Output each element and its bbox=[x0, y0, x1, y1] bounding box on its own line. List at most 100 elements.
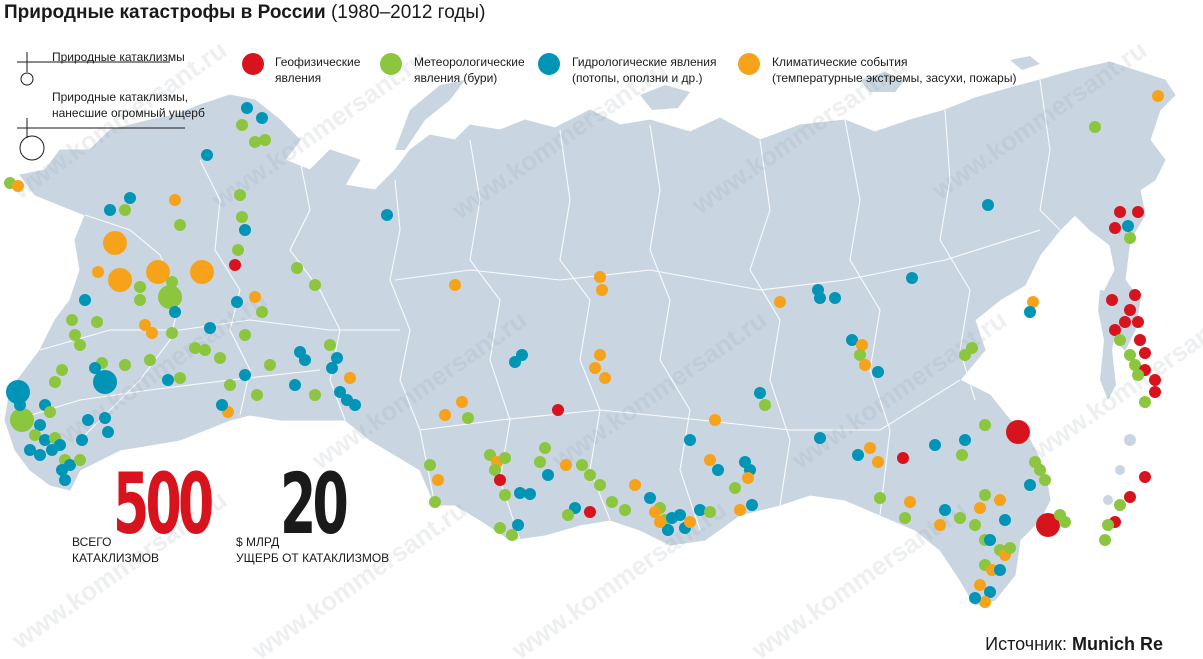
legend-climatic-1: Климатические события bbox=[772, 55, 908, 69]
disaster-marker-hyd bbox=[39, 434, 51, 446]
disaster-marker-cli bbox=[169, 194, 181, 206]
disaster-marker-cli bbox=[994, 494, 1006, 506]
disaster-marker-met bbox=[56, 364, 68, 376]
disaster-marker-met bbox=[236, 211, 248, 223]
disaster-marker-cli bbox=[92, 266, 104, 278]
disaster-marker-met bbox=[189, 342, 201, 354]
disaster-marker-hyd bbox=[93, 370, 117, 394]
legend-hydrological-1: Гидрологические явления bbox=[572, 55, 717, 69]
size-legend-large-label-1: Природные катаклизмы, bbox=[52, 90, 189, 104]
disaster-marker-hyd bbox=[104, 204, 116, 216]
disaster-marker-hyd bbox=[872, 366, 884, 378]
disaster-marker-met bbox=[44, 406, 56, 418]
disaster-marker-met bbox=[29, 429, 41, 441]
disaster-marker-hyd bbox=[999, 514, 1011, 526]
title-main: Природные катастрофы в России bbox=[4, 2, 326, 23]
disaster-marker-met bbox=[619, 504, 631, 516]
size-legend-small-label: Природные катаклизмы bbox=[52, 50, 185, 64]
disaster-marker-cli bbox=[146, 260, 170, 284]
disaster-marker-met bbox=[1039, 474, 1051, 486]
legend-climatic-2: (температурные экстремы, засухи, пожары) bbox=[772, 71, 1017, 85]
disaster-marker-cli bbox=[709, 414, 721, 426]
disaster-marker-geo bbox=[584, 506, 596, 518]
disaster-marker-cli bbox=[872, 456, 884, 468]
disaster-marker-hyd bbox=[814, 292, 826, 304]
disaster-marker-hyd bbox=[102, 426, 114, 438]
size-legend-symbols bbox=[17, 52, 185, 161]
disaster-marker-hyd bbox=[984, 534, 996, 546]
disaster-marker-geo bbox=[552, 404, 564, 416]
disaster-marker-cli bbox=[599, 372, 611, 384]
disaster-marker-geo bbox=[1124, 491, 1136, 503]
watermark: www.kommersant.ru bbox=[745, 494, 972, 659]
disaster-marker-hyd bbox=[79, 294, 91, 306]
disaster-marker-met bbox=[1114, 334, 1126, 346]
disaster-marker-met bbox=[74, 454, 86, 466]
disaster-marker-hyd bbox=[216, 399, 228, 411]
disaster-marker-hyd bbox=[82, 414, 94, 426]
disaster-marker-geo bbox=[1149, 386, 1161, 398]
disaster-marker-met bbox=[1004, 542, 1016, 554]
disaster-marker-met bbox=[309, 279, 321, 291]
disaster-marker-hyd bbox=[754, 387, 766, 399]
disaster-marker-met bbox=[1059, 516, 1071, 528]
disaster-marker-met bbox=[494, 522, 506, 534]
disaster-marker-hyd bbox=[814, 432, 826, 444]
disaster-marker-geo bbox=[494, 474, 506, 486]
disaster-marker-hyd bbox=[241, 102, 253, 114]
disaster-marker-met bbox=[1099, 534, 1111, 546]
disaster-marker-cli bbox=[684, 516, 696, 528]
disaster-marker-cli bbox=[649, 506, 661, 518]
disaster-marker-met bbox=[158, 285, 182, 309]
novosibirsk-islands bbox=[860, 72, 905, 92]
disaster-marker-met bbox=[66, 314, 78, 326]
disaster-marker-met bbox=[959, 349, 971, 361]
disaster-marker-hyd bbox=[509, 356, 521, 368]
disaster-marker-geo bbox=[1036, 513, 1060, 537]
disaster-marker-met bbox=[429, 496, 441, 508]
disaster-marker-hyd bbox=[334, 386, 346, 398]
disaster-marker-geo bbox=[1006, 420, 1030, 444]
disaster-marker-geo bbox=[1132, 206, 1144, 218]
disaster-marker-met bbox=[174, 219, 186, 231]
disaster-marker-cli bbox=[1027, 296, 1039, 308]
disaster-marker-met bbox=[1139, 396, 1151, 408]
disaster-marker-met bbox=[576, 459, 588, 471]
disaster-marker-met bbox=[134, 281, 146, 293]
disaster-marker-hyd bbox=[201, 149, 213, 161]
disaster-marker-met bbox=[729, 482, 741, 494]
disaster-marker-met bbox=[499, 452, 511, 464]
disaster-marker-cli bbox=[629, 479, 641, 491]
disaster-marker-met bbox=[606, 496, 618, 508]
disaster-marker-met bbox=[539, 442, 551, 454]
disaster-marker-met bbox=[264, 359, 276, 371]
disaster-marker-met bbox=[969, 519, 981, 531]
disaster-marker-geo bbox=[1134, 334, 1146, 346]
disaster-marker-hyd bbox=[1122, 220, 1134, 232]
disaster-marker-hyd bbox=[982, 199, 994, 211]
disaster-marker-met bbox=[256, 306, 268, 318]
disaster-markers bbox=[4, 90, 1164, 608]
disaster-marker-cli bbox=[864, 442, 876, 454]
source-prefix: Источник: bbox=[985, 634, 1067, 654]
disaster-marker-hyd bbox=[712, 464, 724, 476]
legend-dot-climatic bbox=[738, 53, 760, 75]
disaster-marker-hyd bbox=[959, 434, 971, 446]
disaster-marker-geo bbox=[1149, 374, 1161, 386]
disaster-marker-met bbox=[979, 419, 991, 431]
disaster-marker-hyd bbox=[662, 524, 674, 536]
disaster-marker-hyd bbox=[852, 449, 864, 461]
disaster-marker-met bbox=[49, 376, 61, 388]
total-disasters-label-1: ВСЕГО bbox=[72, 535, 112, 549]
disaster-marker-met bbox=[214, 352, 226, 364]
disaster-marker-met bbox=[1089, 121, 1101, 133]
disaster-marker-hyd bbox=[89, 362, 101, 374]
disaster-marker-cli bbox=[742, 472, 754, 484]
disaster-marker-cli bbox=[249, 291, 261, 303]
disaster-marker-hyd bbox=[231, 296, 243, 308]
russia-landmass bbox=[4, 61, 1176, 606]
disaster-marker-cli bbox=[594, 349, 606, 361]
disaster-marker-hyd bbox=[846, 334, 858, 346]
disaster-marker-hyd bbox=[239, 224, 251, 236]
